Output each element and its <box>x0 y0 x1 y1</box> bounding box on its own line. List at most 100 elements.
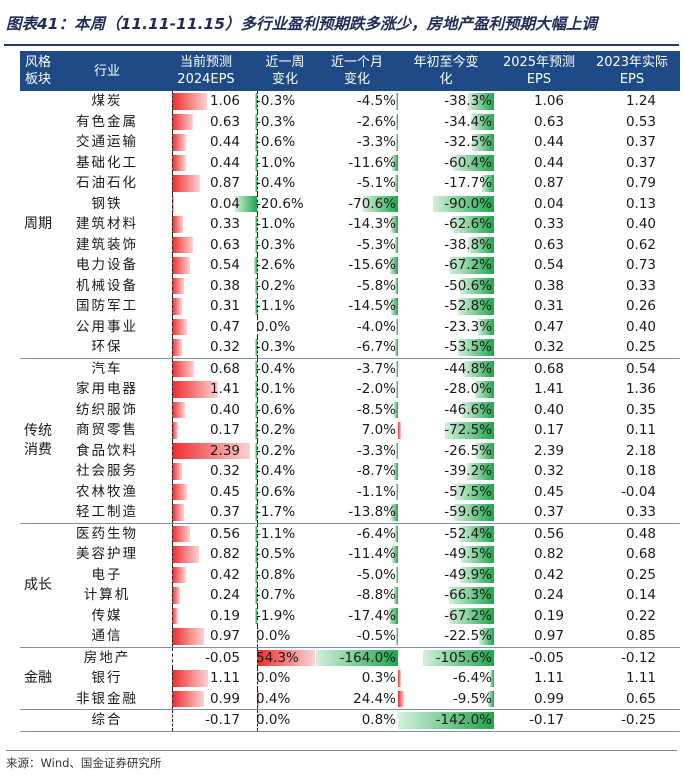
table-row: 机械设备 0.38 -0.2% -5.8% -50.6% 0.38 0.33 <box>20 275 680 296</box>
ytd-change-bar <box>457 339 494 356</box>
month-change-bar <box>395 175 398 192</box>
week-change-bar <box>255 566 257 583</box>
month-change-cell: 24.4% <box>316 689 404 710</box>
week-change-bar <box>255 134 257 151</box>
week-change-axis <box>257 605 258 626</box>
week-change-value: -1.0% <box>256 154 296 171</box>
eps2023-value: -0.25 <box>621 712 656 728</box>
ytd-change-cell: -6.4% <box>398 668 494 689</box>
ytd-change-cell: -67.2% <box>398 606 494 627</box>
table-row: 电子 0.42 -0.8% -5.0% -49.9% 0.42 0.25 <box>20 564 680 585</box>
week-change-value: -0.4% <box>256 360 296 377</box>
ytd-change-cell: -52.4% <box>398 524 494 545</box>
eps2024-axis <box>172 440 173 461</box>
ytd-change-bar <box>459 277 494 294</box>
week-change-bar <box>255 93 257 110</box>
week-change-axis <box>257 193 258 214</box>
week-change-value: -20.6% <box>256 195 304 212</box>
eps2025-value: 0.37 <box>533 504 564 520</box>
ytd-change-value: -57.5% <box>444 483 492 500</box>
week-change-axis <box>257 710 258 731</box>
table-row: 计算机 0.24 -0.7% -8.8% -66.3% 0.24 0.14 <box>20 585 680 606</box>
eps2024-cell: 2.39 <box>158 440 254 461</box>
week-change-axis <box>257 668 258 689</box>
eps2024-axis <box>172 420 173 441</box>
month-change-cell: 0.8% <box>316 710 401 731</box>
month-change-cell: -1.1% <box>316 482 398 503</box>
eps2024-value: 1.06 <box>209 93 240 109</box>
ytd-change-cell: -26.5% <box>398 441 494 462</box>
table-row: 环保 0.32 -0.3% -6.7% -53.5% 0.32 0.25 <box>20 337 680 358</box>
eps2023-value: 1.36 <box>625 381 656 397</box>
eps2024-axis <box>172 296 173 317</box>
month-change-bar <box>396 442 398 459</box>
group-label-text: 金融 <box>24 669 52 686</box>
month-change-cell: -4.0% <box>316 317 398 338</box>
week-change-axis <box>257 173 258 194</box>
week-change-value: -1.9% <box>256 607 296 624</box>
week-change-cell: -0.2% <box>254 275 316 296</box>
eps2024-cell: 0.32 <box>158 461 254 482</box>
week-change-bar <box>235 195 257 212</box>
eps2024-cell: 0.54 <box>158 255 254 276</box>
week-change-axis <box>257 461 258 482</box>
ytd-change-bar <box>489 670 494 687</box>
week-change-axis <box>257 626 258 647</box>
source-note: 来源：Wind、国金证券研究所 <box>6 750 677 776</box>
ytd-change-cell: -60.4% <box>398 153 494 174</box>
week-change-cell: -0.2% <box>254 440 316 461</box>
group-label-text: 消费 <box>24 441 52 458</box>
month-change-bar <box>390 216 398 233</box>
eps2024-cell: 0.33 <box>158 214 254 235</box>
month-change-cell: -13.8% <box>316 502 398 523</box>
ytd-change-value: -17.7% <box>444 175 492 191</box>
group-label-text: 传统 <box>24 422 52 439</box>
eps2024-value: -0.05 <box>205 649 240 666</box>
eps2024-value: 0.99 <box>209 690 240 707</box>
week-change-cell: -0.3% <box>254 234 316 255</box>
ytd-change-bar <box>448 257 494 274</box>
ytd-change-value: -9.5% <box>452 690 492 707</box>
eps2024-bar <box>172 381 219 398</box>
eps2024-axis <box>172 214 173 235</box>
week-change-cell: -0.6% <box>254 399 316 420</box>
eps2024-bar <box>172 670 209 687</box>
figure-title: 图表41：本周（11.11-11.15）多行业盈利预期跌多涨少，房地产盈利预期大… <box>6 15 598 33</box>
ytd-change-cell: -17.7% <box>398 173 494 194</box>
week-change-bar <box>257 690 259 707</box>
month-change-bar <box>396 318 398 335</box>
eps2024-bar <box>172 690 205 707</box>
ytd-change-bar <box>462 401 494 418</box>
eps2024-cell: 0.17 <box>158 420 254 441</box>
ytd-change-cell: -44.8% <box>398 359 494 380</box>
month-change-value: 24.4% <box>353 690 396 707</box>
eps2024-bar <box>172 134 187 151</box>
eps2025-value: 0.63 <box>533 113 564 130</box>
industry-name: 建筑装饰 <box>76 236 138 253</box>
ytd-change-value: -34.4% <box>444 113 492 130</box>
week-change-value: -0.3% <box>256 113 296 130</box>
week-change-bar <box>255 483 257 500</box>
eps2025-value: 1.41 <box>533 381 564 397</box>
eps2024-axis <box>172 111 173 132</box>
header-eps2023: 2023年实际 EPS <box>595 55 669 87</box>
eps2024-value: 0.33 <box>209 216 240 232</box>
week-change-axis <box>257 275 258 296</box>
table-row: 有色金属 0.63 -0.3% -2.6% -34.4% 0.63 0.53 <box>20 111 680 132</box>
eps2024-axis <box>172 358 173 379</box>
table-row: 银行 1.11 0.0% 0.3% -6.4% 1.11 1.11 <box>20 668 680 689</box>
month-change-bar <box>390 257 398 274</box>
eps2024-cell: 0.99 <box>158 688 254 709</box>
ytd-change-cell: -90.0% <box>398 194 494 215</box>
eps2024-cell: 0.87 <box>158 173 254 194</box>
ytd-change-value: -38.8% <box>444 236 492 253</box>
eps2024-axis <box>172 152 173 173</box>
week-change-axis <box>257 379 258 400</box>
week-change-value: -0.4% <box>256 175 296 191</box>
eps2023-value: 0.40 <box>625 318 656 335</box>
week-change-bar <box>255 277 257 294</box>
month-change-value: -8.5% <box>356 401 396 418</box>
eps2024-axis <box>172 275 173 296</box>
ytd-change-value: -67.2% <box>444 607 492 624</box>
week-change-bar <box>255 422 257 439</box>
